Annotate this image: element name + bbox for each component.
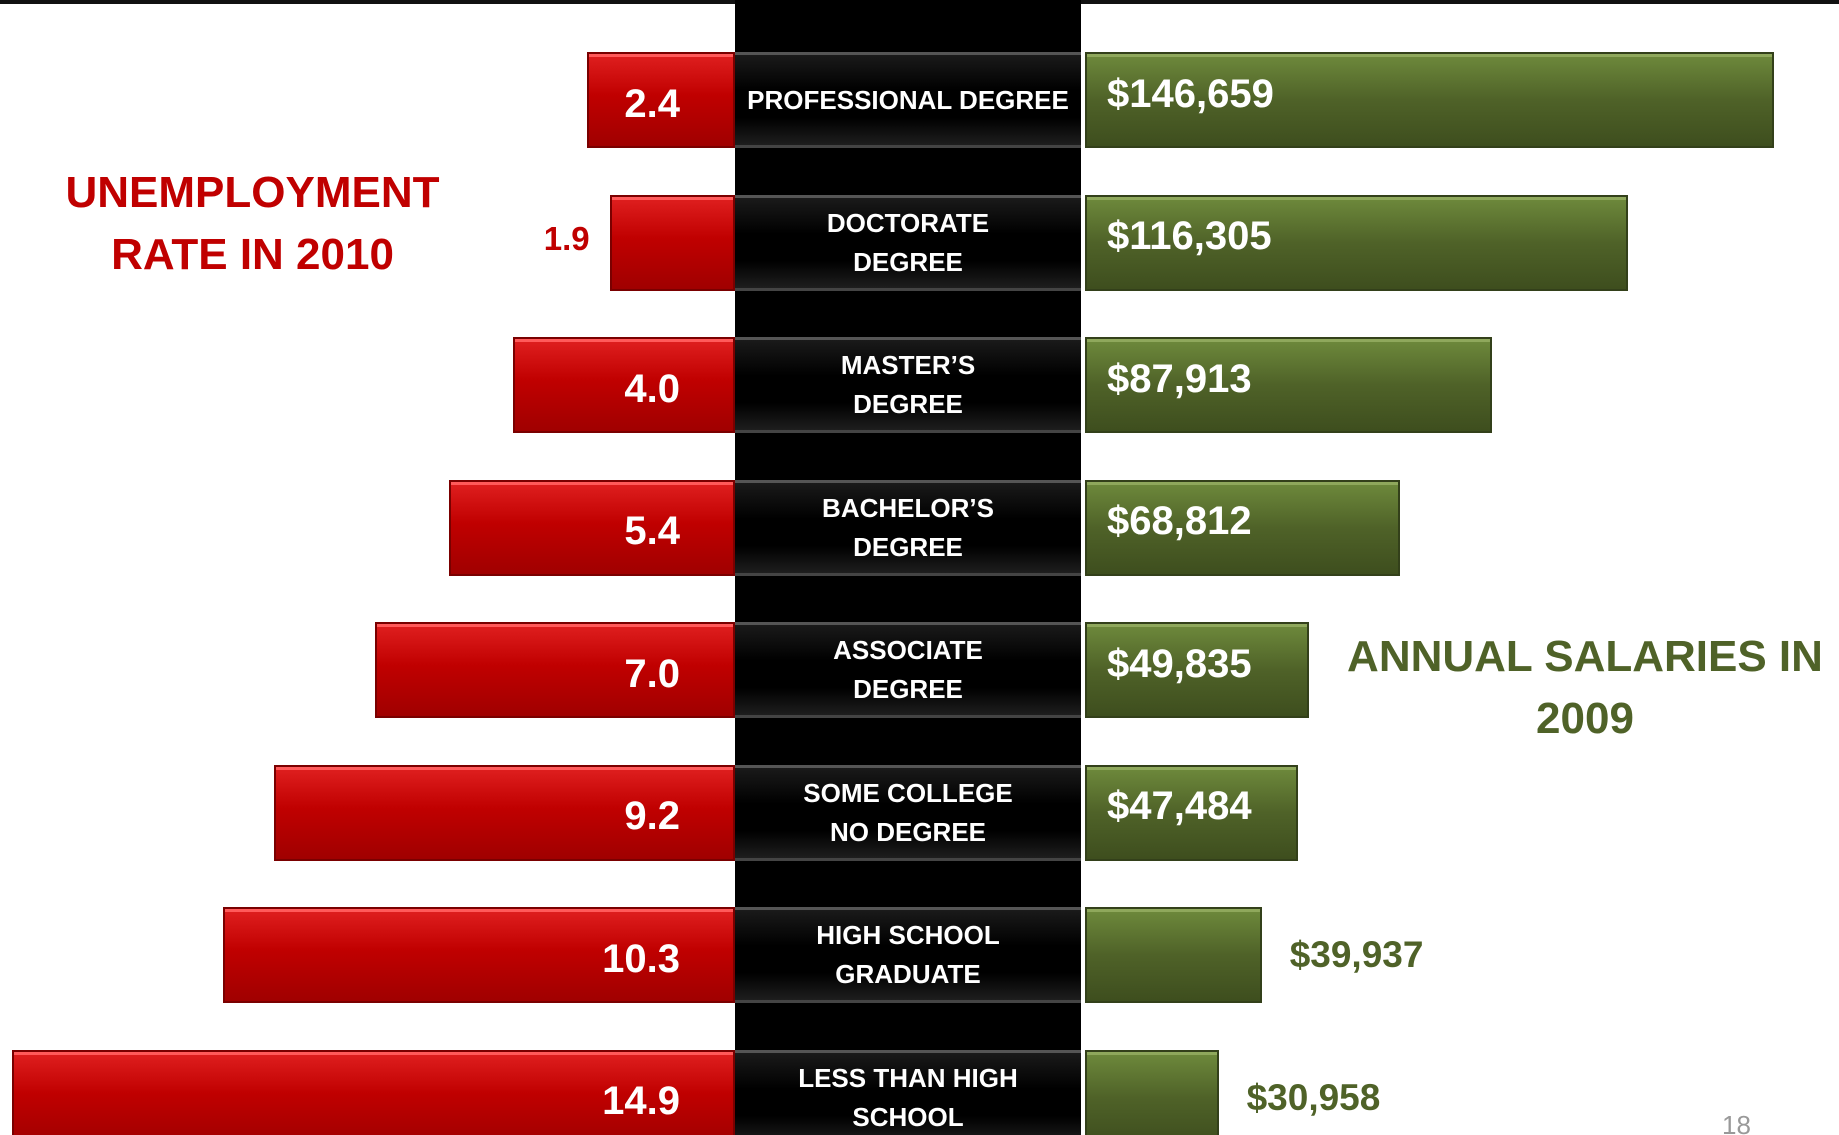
category-label: BACHELOR’S DEGREE	[735, 479, 1081, 576]
category-label: SOME COLLEGE NO DEGREE	[735, 764, 1081, 861]
unemployment-bar	[11, 1049, 735, 1135]
value-label: 1.9	[543, 219, 590, 257]
salary-bar	[1085, 622, 1310, 718]
salary-bar	[1085, 194, 1629, 291]
value-label: $47,484	[1107, 784, 1252, 828]
value-label: 2.4	[624, 81, 680, 126]
value-label: 9.2	[624, 794, 680, 838]
value-label: $39,937	[1289, 934, 1424, 975]
salary-bar	[1085, 479, 1401, 576]
value-label: 4.0	[624, 366, 680, 411]
salary-bar	[1085, 764, 1298, 861]
value-label: $87,913	[1107, 356, 1252, 401]
unemployment-bar	[375, 622, 735, 718]
category-label: LESS THAN HIGH SCHOOL	[735, 1049, 1081, 1135]
unemployment-bar	[513, 337, 735, 433]
category-label: HIGH SCHOOL GRADUATE	[735, 907, 1081, 1003]
value-label: 10.3	[602, 936, 680, 981]
salary-bar	[1085, 1049, 1219, 1135]
value-label: 7.0	[624, 651, 680, 696]
value-label: $30,958	[1246, 1076, 1381, 1118]
unemployment-bar	[223, 907, 735, 1003]
value-label: $49,835	[1107, 641, 1252, 686]
left-title: UNEMPLOYMENT RATE IN 2010	[65, 168, 440, 279]
right-title: ANNUAL SALARIES IN 2009	[1347, 632, 1823, 743]
salary-bar	[1085, 52, 1774, 148]
unemployment-bar	[609, 194, 735, 291]
category-label: PROFESSIONAL DEGREE	[735, 52, 1081, 148]
salary-bar	[1085, 337, 1492, 433]
value-label: $68,812	[1107, 499, 1252, 543]
page-number: 18	[1722, 1110, 1751, 1135]
salary-bar	[1085, 907, 1262, 1003]
value-label: 5.4	[624, 509, 680, 553]
value-label: $146,659	[1107, 71, 1274, 116]
unemployment-bar	[273, 764, 735, 861]
value-label: 14.9	[602, 1079, 680, 1123]
unemployment-bar	[448, 479, 735, 576]
category-label: ASSOCIATE DEGREE	[735, 622, 1081, 718]
category-label: DOCTORATE DEGREE	[735, 194, 1081, 291]
value-label: $116,305	[1107, 214, 1272, 258]
category-label: MASTER’S DEGREE	[735, 337, 1081, 433]
unemployment-bar	[586, 52, 735, 148]
